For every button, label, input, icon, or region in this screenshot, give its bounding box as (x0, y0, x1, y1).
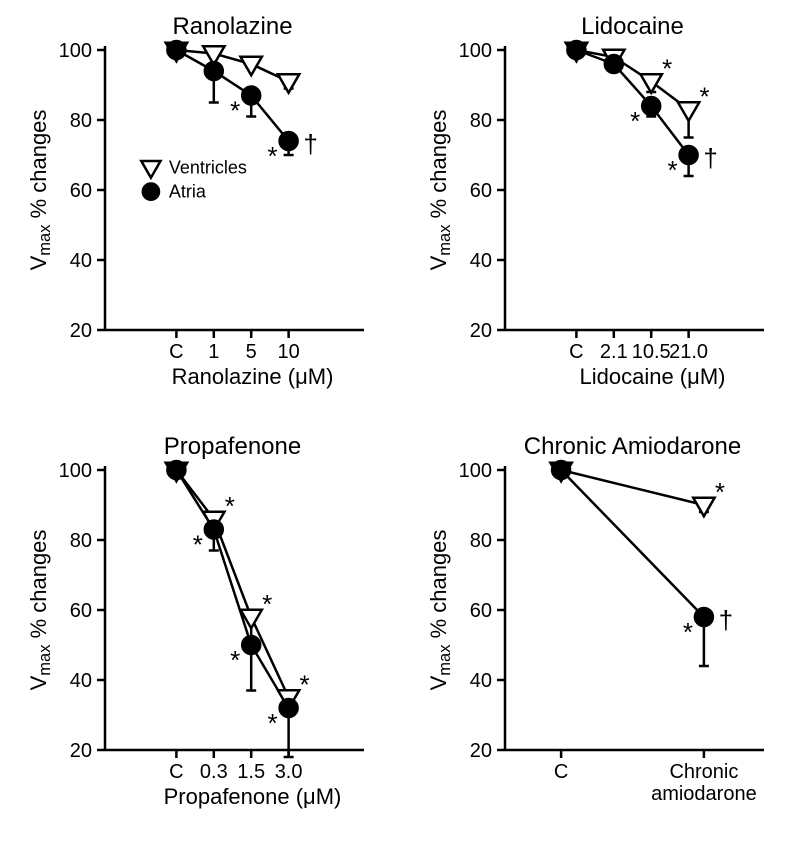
ytick-label: 40 (70, 250, 92, 272)
xtick-label: 10 (277, 341, 299, 363)
sig-star: * (662, 54, 672, 84)
sig-star: * (268, 708, 278, 738)
ytick-label: 100 (59, 460, 92, 482)
ytick-label: 100 (459, 460, 492, 482)
sig-star: * (268, 141, 278, 171)
ytick-label: 60 (470, 600, 492, 622)
x-axis-label: Propafenone (μM) (164, 784, 342, 809)
sig-star: * (193, 530, 203, 560)
xtick-label: 21.0 (669, 341, 708, 363)
xtick-label: C (569, 341, 583, 363)
xtick-label: C (554, 761, 568, 783)
sig-dagger: † (303, 129, 317, 159)
sig-star: * (683, 617, 693, 647)
ytick-label: 80 (470, 530, 492, 552)
panel-lidocaine: 20 40 60 80 100 C 2.110.521.0 Lidocaine Vmax % c… (420, 10, 780, 410)
ytick-label: 20 (470, 320, 492, 342)
xtick-label: amiodarone (651, 783, 757, 805)
sig-dagger: † (703, 143, 717, 173)
xtick-label: 5 (246, 341, 257, 363)
ytick-label: 20 (70, 320, 92, 342)
ytick-label: 100 (459, 40, 492, 62)
chart-title: Propafenone (164, 433, 301, 460)
sig-star: * (300, 670, 310, 700)
ytick-label: 40 (70, 670, 92, 692)
xtick-label: C (169, 761, 183, 783)
sig-star: * (262, 589, 272, 619)
chart-propafenone: 20 40 60 80 100 C 0.3 1.5 3.0 Propafenone Vmax % c… (20, 430, 380, 830)
xtick-label: 1.5 (237, 761, 265, 783)
ytick-label: 40 (470, 250, 492, 272)
xtick-label: Chronic (669, 761, 738, 783)
panel-propafenone: 20 40 60 80 100 C 0.3 1.5 3.0 Propafenone Vmax % c… (20, 430, 380, 830)
sig-star: * (230, 645, 240, 675)
ytick-label: 100 (59, 40, 92, 62)
xtick-label: 10.5 (632, 341, 671, 363)
legend-label: Ventricles (169, 158, 247, 178)
panel-amiodarone: 20 40 60 80 100 C Chronicamiodarone Chronic Ami… (420, 430, 780, 830)
xtick-label: C (169, 341, 183, 363)
ytick-label: 80 (70, 530, 92, 552)
sig-star: * (230, 96, 240, 126)
sig-star: * (715, 477, 725, 507)
ytick-label: 60 (70, 180, 92, 202)
ytick-label: 60 (470, 180, 492, 202)
ytick-label: 80 (470, 110, 492, 132)
ytick-label: 20 (470, 740, 492, 762)
y-axis-label: Vmax % changes (426, 530, 454, 691)
xtick-label: 1 (208, 341, 219, 363)
panel-ranolazine: 20 40 60 80 100 C 1 5 10 Ranolazine Vmax % changes… (20, 10, 380, 410)
chart-lidocaine: 20 40 60 80 100 C 2.110.521.0 Lidocaine Vmax % c… (420, 10, 780, 410)
xtick-label: 2.1 (600, 341, 628, 363)
ytick-label: 60 (70, 600, 92, 622)
ytick-label: 20 (70, 740, 92, 762)
chart-title: Ranolazine (172, 13, 292, 40)
ytick-label: 80 (70, 110, 92, 132)
chart-title: Chronic Amiodarone (524, 433, 741, 460)
chart-title: Lidocaine (581, 13, 684, 40)
xtick-label: 0.3 (200, 761, 228, 783)
sig-star: * (668, 155, 678, 185)
figure-root: 20 40 60 80 100 C 1 5 10 Ranolazine Vmax % changes… (0, 0, 800, 842)
xtick-label: 3.0 (275, 761, 303, 783)
sig-star: * (630, 106, 640, 136)
y-axis-label: Vmax % changes (26, 110, 54, 271)
legend-label: Atria (169, 182, 207, 202)
chart-ranolazine: 20 40 60 80 100 C 1 5 10 Ranolazine Vmax % changes… (20, 10, 380, 410)
chart-amiodarone: 20 40 60 80 100 C Chronicamiodarone Chronic Ami… (420, 430, 780, 830)
sig-star: * (225, 491, 235, 521)
y-axis-label: Vmax % changes (26, 530, 54, 691)
y-axis-label: Vmax % changes (426, 110, 454, 271)
x-axis-label: Lidocaine (μM) (580, 364, 726, 389)
sig-star: * (700, 82, 710, 112)
sig-dagger: † (719, 605, 733, 635)
x-axis-label: Ranolazine (μM) (172, 364, 334, 389)
ytick-label: 40 (470, 670, 492, 692)
